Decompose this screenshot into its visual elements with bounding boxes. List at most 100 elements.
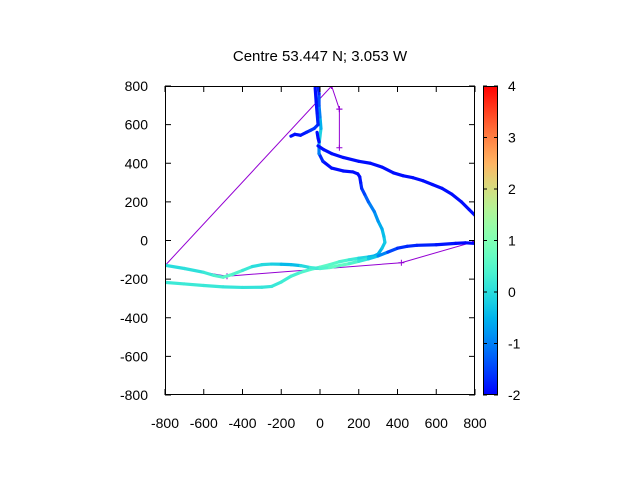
track-segment <box>341 169 355 174</box>
track-segment <box>459 200 471 212</box>
track-segment <box>454 241 467 245</box>
track-segment <box>440 186 454 196</box>
track-segment <box>316 86 321 96</box>
track-segment <box>328 260 341 267</box>
y-tick-label: -800 <box>120 387 148 403</box>
track-segment <box>372 209 380 223</box>
x-tick-label: 0 <box>316 415 324 431</box>
axis-ticks <box>164 85 476 396</box>
colorbar-tick-label: -1 <box>508 336 521 352</box>
reference-track <box>165 86 475 280</box>
track-segment <box>337 258 351 264</box>
track-segment <box>347 259 361 266</box>
x-tick-label: -400 <box>228 415 256 431</box>
track-segment <box>463 241 475 245</box>
track-segment <box>231 268 245 276</box>
track-segment <box>411 176 425 183</box>
reference-track-marker <box>336 106 343 113</box>
y-tick-labels: -800 -600 -400 -200 0 200 400 600 800 <box>120 78 148 403</box>
track-segment <box>395 244 409 250</box>
data-tracks <box>165 86 475 290</box>
x-tick-labels: -800 -600 -400 -200 0 200 400 600 800 <box>151 415 487 431</box>
track-segment <box>299 264 312 270</box>
track-segment <box>368 161 384 169</box>
track-segment <box>392 171 405 178</box>
track-segment <box>202 283 225 289</box>
track-segment <box>337 262 351 268</box>
track-series-4 <box>289 86 320 138</box>
track-segment <box>366 254 380 261</box>
x-tick-label: -600 <box>190 415 218 431</box>
track-segment <box>341 155 361 163</box>
reference-track-marker <box>336 144 343 151</box>
track-segment <box>313 86 318 104</box>
track-segment <box>347 256 361 262</box>
colorbar: -2 -1 0 1 2 3 4 <box>483 78 521 403</box>
track-segment <box>240 264 254 273</box>
y-tick-label: 800 <box>125 78 149 94</box>
track-segment <box>430 182 444 190</box>
track-segment <box>202 270 216 277</box>
colorbar-tick-label: 2 <box>508 181 516 197</box>
track-segment <box>182 266 206 274</box>
track-series-1 <box>165 86 387 290</box>
track-series-5 <box>315 130 321 144</box>
track-segment <box>314 99 319 115</box>
x-tick-label: -800 <box>151 415 179 431</box>
y-tick-label: -600 <box>120 348 148 364</box>
track-segment <box>221 285 245 290</box>
track-segment <box>401 174 415 180</box>
track-segment <box>357 159 372 165</box>
track-segment <box>165 280 186 286</box>
x-tick-label: 800 <box>463 415 487 431</box>
track-segment <box>315 111 320 127</box>
track-segment <box>318 115 323 131</box>
track-segment <box>260 284 274 289</box>
track-segment <box>269 280 283 289</box>
track-segment <box>330 151 345 160</box>
track-segment <box>289 270 303 278</box>
track-segment <box>421 179 434 187</box>
reference-track-line <box>165 86 475 277</box>
chart-title: Centre 53.447 N; 3.053 W <box>233 48 408 65</box>
colorbar-tick-label: 3 <box>508 130 516 146</box>
y-tick-label: -200 <box>120 271 148 287</box>
x-tick-label: -200 <box>267 415 295 431</box>
track-segment <box>434 241 458 247</box>
track-segment <box>357 257 371 263</box>
track-segment <box>328 264 341 270</box>
y-tick-label: 0 <box>140 233 148 249</box>
track-segment <box>415 243 438 247</box>
colorbar-tick-label: 0 <box>508 284 516 300</box>
track-segment <box>357 255 371 260</box>
colorbar-tick-label: -2 <box>508 387 521 403</box>
track-segment <box>386 246 400 254</box>
track-segment <box>376 250 390 258</box>
colorbar-tick-label: 4 <box>508 78 516 94</box>
track-segment <box>299 267 312 274</box>
x-tick-label: 400 <box>386 415 410 431</box>
track-segment <box>211 273 225 279</box>
track-segment <box>182 282 206 288</box>
reference-track-marker <box>472 238 475 245</box>
track-segment <box>308 265 322 271</box>
track-segment <box>318 265 332 271</box>
y-tick-label: -400 <box>120 310 148 326</box>
track-segment <box>405 243 419 248</box>
track-segment <box>279 274 293 284</box>
track-series-2 <box>165 241 475 279</box>
track-series-3 <box>316 144 475 217</box>
track-segment <box>450 192 464 204</box>
reference-track-marker <box>398 259 405 266</box>
track-segment <box>250 263 264 269</box>
x-tick-label: 200 <box>347 415 371 431</box>
track-segment <box>321 159 334 170</box>
track-segment <box>221 272 235 279</box>
colorbar-gradient <box>483 86 498 395</box>
track-segment <box>380 165 396 175</box>
track-segment <box>317 103 322 119</box>
colorbar-tick-label: 1 <box>508 233 516 249</box>
x-tick-label: 600 <box>425 415 449 431</box>
track-segment <box>260 262 274 267</box>
